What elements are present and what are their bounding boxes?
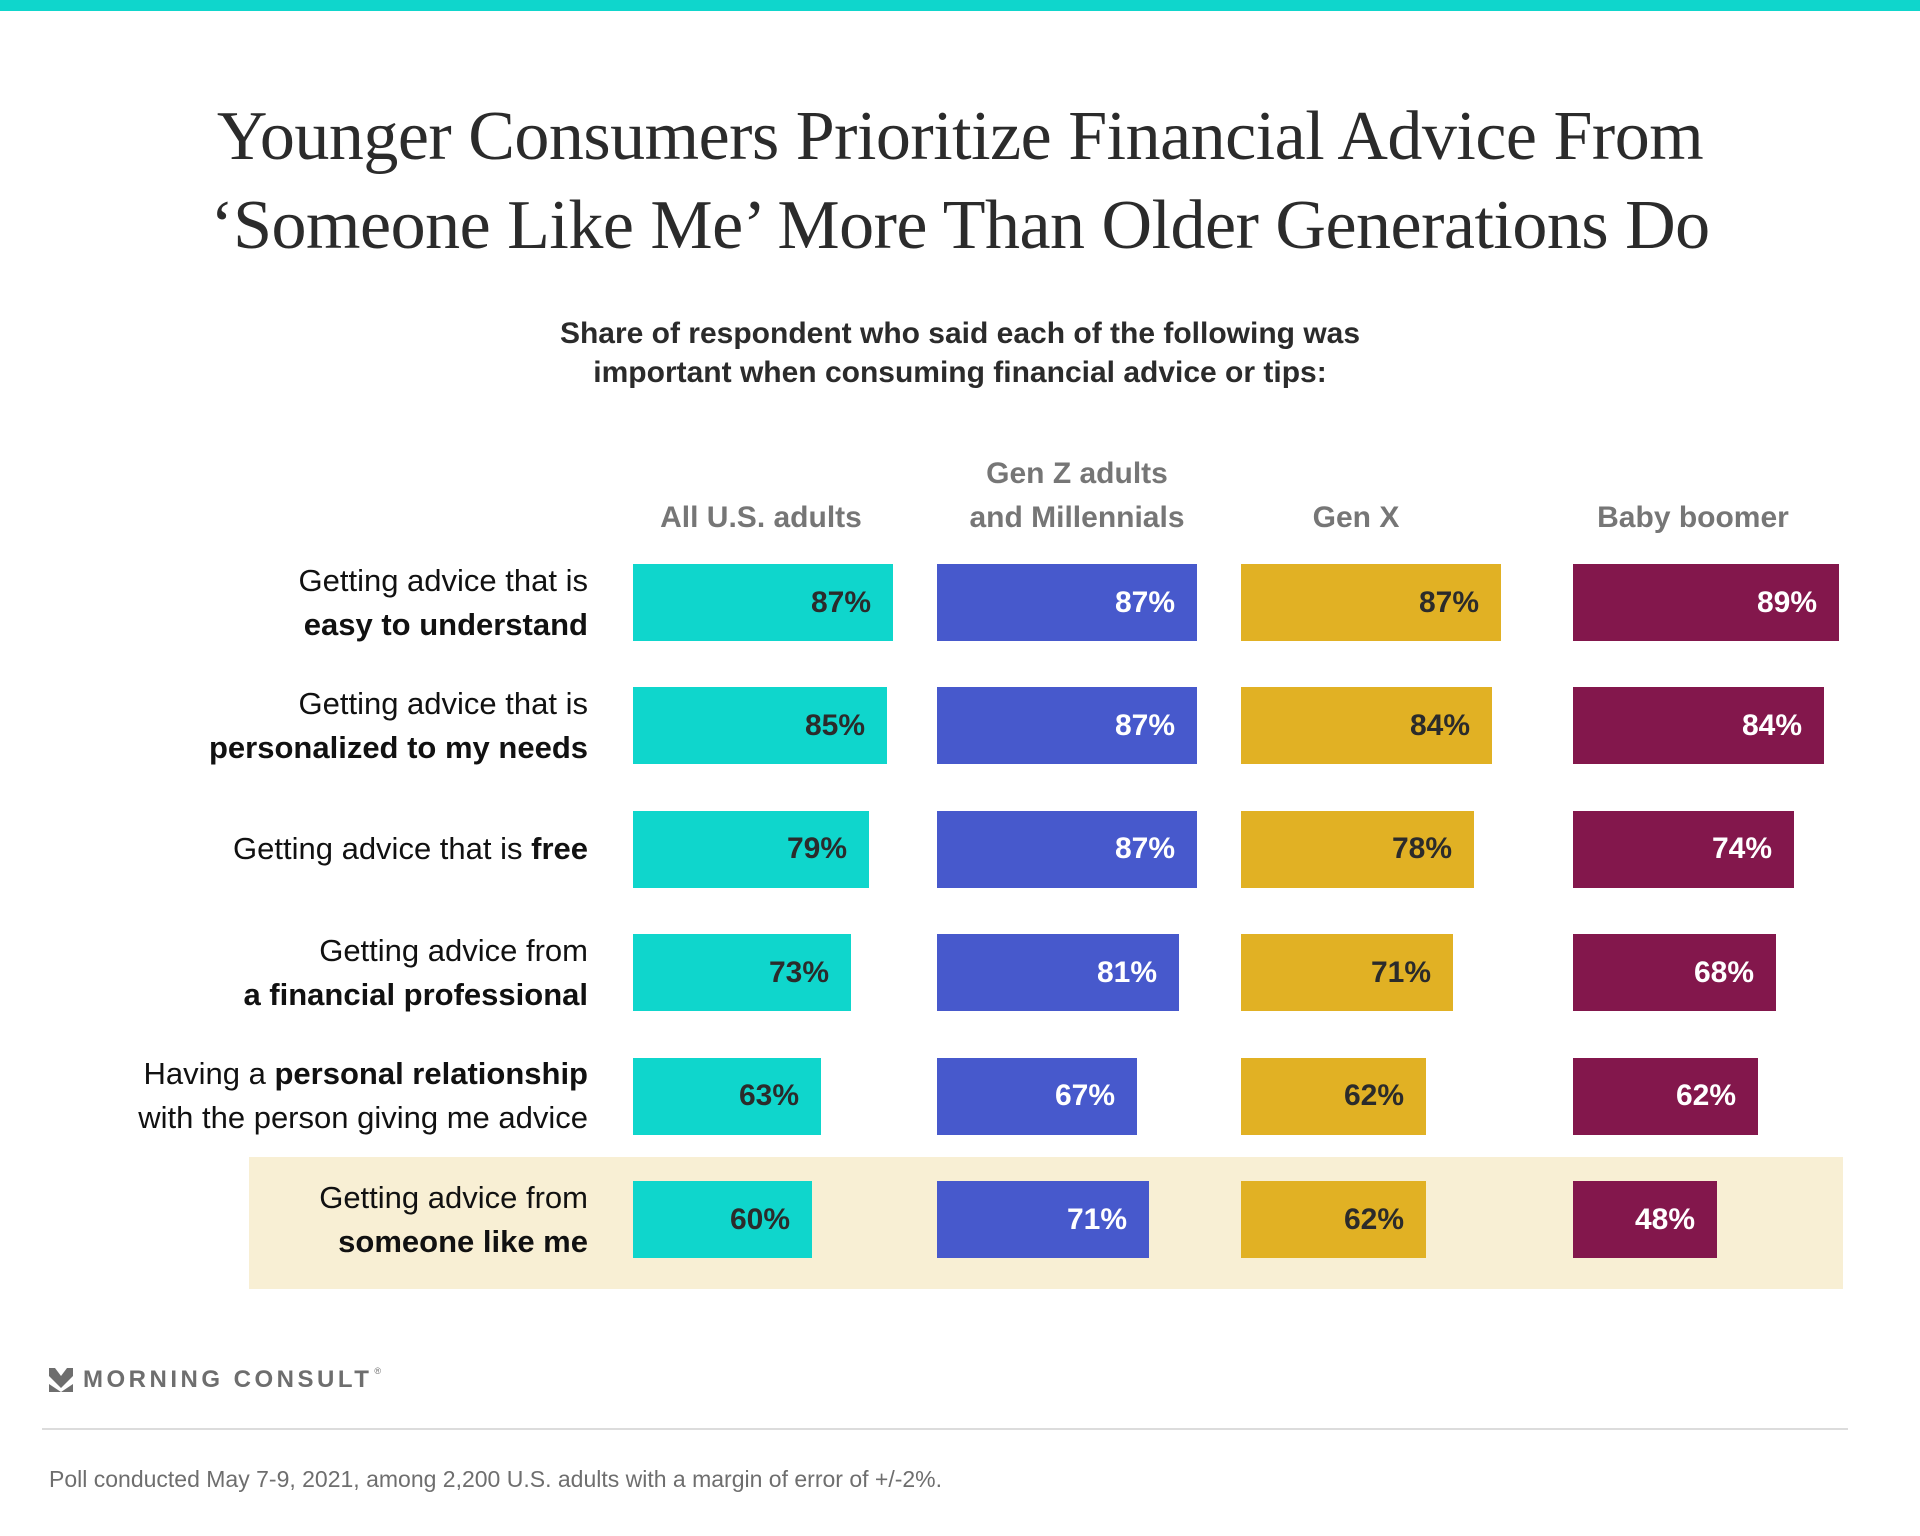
row-label-bold: personalized to my needs — [209, 729, 588, 765]
row-label-1: Getting advice that is personalized to my… — [28, 676, 588, 776]
bar-3-0: 89% — [1573, 564, 1839, 641]
brand-name: MORNING CONSULT — [83, 1366, 373, 1393]
title-line-2: ‘Someone Like Me’ More Than Older Genera… — [210, 187, 1710, 264]
bar-value-label: 87% — [810, 585, 871, 619]
chart-title: Younger Consumers Prioritize Financial A… — [0, 92, 1920, 270]
column-header-line: Baby boomer — [1597, 501, 1789, 534]
bar-3-3: 68% — [1573, 934, 1776, 1012]
bar-value-label: 73% — [768, 955, 829, 989]
row-label-bold: someone like me — [338, 1223, 588, 1259]
bar-value-label: 68% — [1693, 955, 1754, 989]
bar-0-2: 79% — [633, 810, 869, 888]
bar-2-0: 87% — [1241, 564, 1501, 641]
bar-2-1: 84% — [1241, 687, 1492, 765]
bar-value-label: 87% — [1114, 585, 1175, 619]
bar-value-label: 62% — [1675, 1079, 1736, 1113]
bar-value-label: 60% — [729, 1202, 790, 1236]
bar-value-label: 89% — [1756, 585, 1817, 619]
column-header-2: Gen X — [1206, 440, 1506, 540]
bar-value-label: 71% — [1066, 1202, 1127, 1236]
row-label-0: Getting advice that is easy to understand — [28, 553, 589, 653]
bar-2-4: 62% — [1241, 1057, 1426, 1135]
bar-2-5: 62% — [1241, 1181, 1426, 1258]
morning-consult-chevron-icon — [49, 1368, 73, 1392]
bar-value-label: 85% — [804, 708, 865, 742]
bar-1-4: 67% — [937, 1057, 1137, 1135]
bar-value-label: 74% — [1711, 832, 1772, 866]
bar-value-label: 48% — [1634, 1202, 1695, 1236]
bar-1-5: 71% — [937, 1181, 1149, 1258]
row-label-plain: Getting advice that is — [298, 562, 589, 598]
bar-value-label: 87% — [1114, 708, 1175, 742]
bar-value-label: 79% — [786, 832, 847, 866]
bar-2-2: 78% — [1241, 810, 1474, 888]
column-header-3: Baby boomer — [1543, 440, 1843, 540]
bar-0-3: 73% — [633, 934, 851, 1012]
row-label-bold: personal relationship — [274, 1056, 588, 1092]
bar-3-5: 48% — [1573, 1181, 1717, 1258]
bar-3-1: 84% — [1573, 687, 1824, 765]
row-label-line: Getting advice that is free — [28, 827, 588, 871]
subtitle-line-2: important when consuming financial advic… — [593, 356, 1327, 389]
bar-value-label: 84% — [1741, 708, 1802, 742]
bar-value-label: 62% — [1343, 1202, 1404, 1236]
row-label-plain: Getting advice from — [319, 1179, 588, 1215]
column-header-0: All U.S. adults — [611, 440, 911, 540]
column-header-line: and Millennials — [969, 501, 1185, 534]
footnote: Poll conducted May 7-9, 2021, among 2,20… — [49, 1466, 943, 1492]
subtitle-line-1: Share of respondent who said each of the… — [559, 317, 1361, 350]
row-label-bold: easy to understand — [303, 606, 588, 642]
brand-logo: MORNING CONSULT ® — [49, 1366, 381, 1394]
footer-divider — [42, 1428, 1848, 1430]
bar-0-1: 85% — [633, 687, 887, 765]
bar-value-label: 67% — [1054, 1079, 1115, 1113]
row-label-bold: a financial professional — [243, 976, 588, 1012]
bar-3-2: 74% — [1573, 810, 1794, 888]
column-header-1: Gen Z adults and Millennials — [927, 440, 1227, 540]
bar-value-label: 87% — [1418, 585, 1479, 619]
row-label-plain: Getting advice that is — [233, 831, 532, 867]
title-line-1: Younger Consumers Prioritize Financial A… — [216, 98, 1704, 175]
bar-value-label: 78% — [1391, 832, 1452, 866]
bar-value-label: 87% — [1114, 832, 1175, 866]
row-label-4: Having a personal relationship with the p… — [28, 1046, 588, 1146]
row-label-plain: Getting advice that is — [298, 685, 589, 721]
bar-value-label: 62% — [1343, 1079, 1404, 1113]
row-label-plain: Getting advice from — [319, 932, 588, 968]
bar-0-5: 60% — [633, 1181, 812, 1258]
row-label-5: Getting advice from someone like me — [28, 1170, 588, 1270]
registered-mark: ® — [374, 1366, 382, 1376]
bar-1-3: 81% — [937, 934, 1179, 1012]
row-label-line: Having a personal relationship — [28, 1052, 588, 1096]
row-label-plain: with the person giving me advice — [138, 1100, 588, 1136]
bar-1-2: 87% — [937, 810, 1197, 888]
bar-value-label: 81% — [1096, 955, 1157, 989]
bar-1-0: 87% — [937, 564, 1197, 641]
chart-subtitle: Share of respondent who said each of the… — [0, 314, 1920, 392]
column-header-line: Gen Z adults — [986, 457, 1168, 490]
top-accent-bar — [0, 0, 1920, 11]
bar-value-label: 84% — [1409, 708, 1470, 742]
column-header-line: All U.S. adults — [660, 501, 862, 534]
bar-value-label: 63% — [738, 1079, 799, 1113]
row-label-plain: Having a — [143, 1056, 275, 1092]
bar-0-0: 87% — [633, 564, 893, 641]
bar-value-label: 71% — [1370, 955, 1431, 989]
row-label-bold: free — [531, 831, 588, 867]
column-header-line: Gen X — [1312, 501, 1400, 534]
row-label-3: Getting advice from a financial professio… — [28, 923, 588, 1023]
bar-2-3: 71% — [1241, 934, 1453, 1012]
bar-1-1: 87% — [937, 687, 1197, 765]
bar-3-4: 62% — [1573, 1057, 1758, 1135]
row-label-2: Getting advice that is free — [28, 799, 588, 899]
bar-0-4: 63% — [633, 1057, 821, 1135]
